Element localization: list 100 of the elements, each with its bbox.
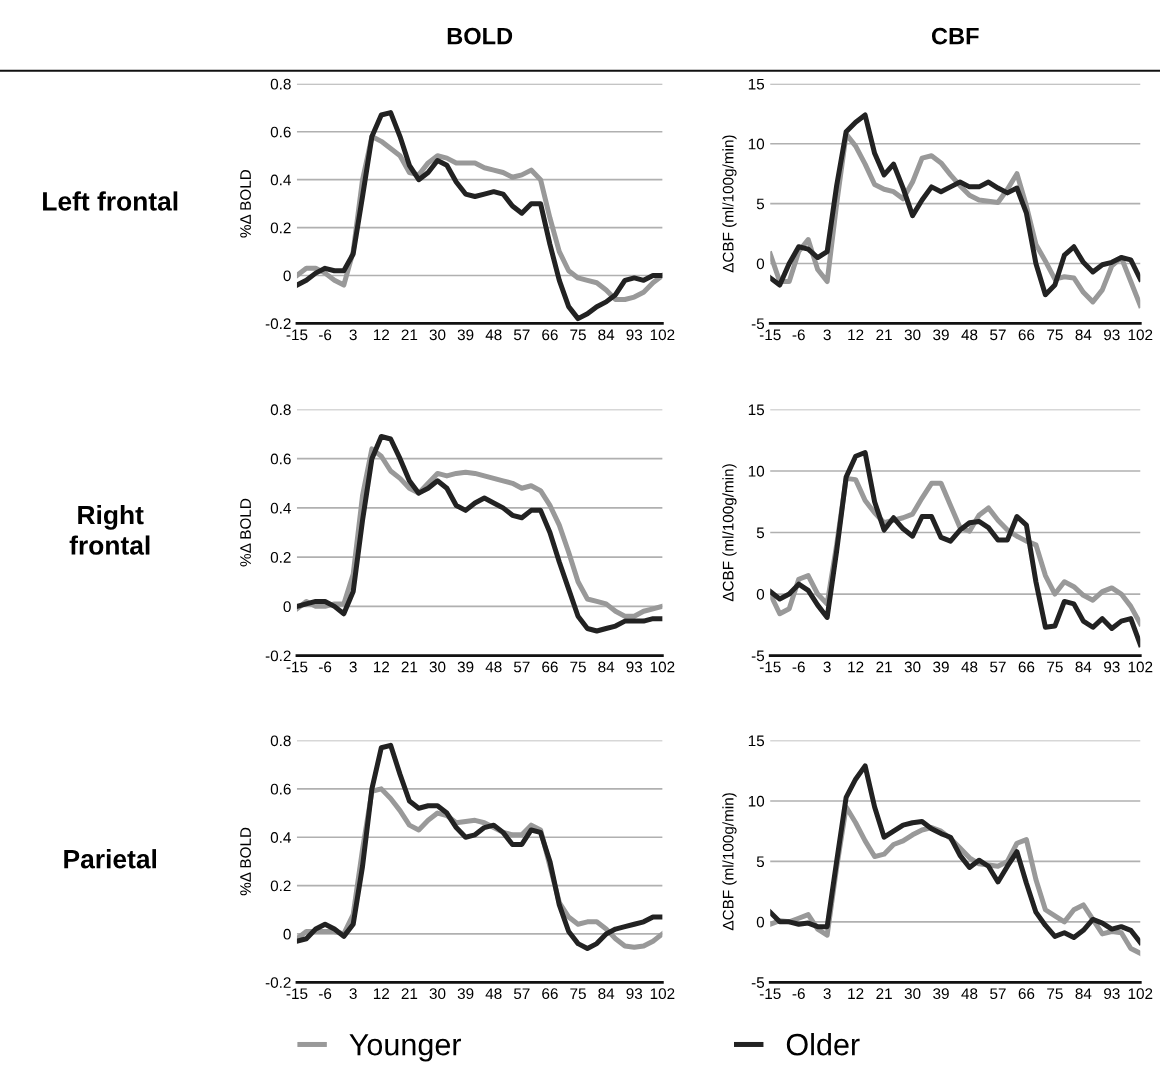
x-tick-label: 84 [1075, 988, 1092, 1000]
x-tick-label: 75 [570, 988, 586, 1000]
x-tick-label: 48 [961, 329, 978, 341]
x-tick-label: 12 [848, 988, 864, 999]
x-tick-label: 39 [933, 988, 949, 1000]
y-tick-label: -0.2 [265, 318, 291, 330]
x-tick-label: 57 [513, 988, 530, 1000]
x-tick-label: -6 [318, 661, 332, 673]
y-axis-title: %Δ BOLD [240, 498, 251, 567]
x-tick-label: -15 [759, 329, 781, 341]
y-tick-label: 0.8 [270, 78, 291, 90]
y-tick-label: 0 [283, 270, 291, 282]
x-tick-label: -15 [286, 661, 308, 673]
x-tick-label: -15 [286, 988, 308, 1000]
y-tick-label: 5 [756, 856, 765, 868]
x-tick-label: 66 [542, 329, 558, 341]
y-axis-title: %Δ BOLD [240, 169, 251, 238]
x-tick-label: 57 [990, 329, 1006, 341]
x-tick-label: 21 [876, 661, 892, 673]
x-tick-label: 75 [1047, 661, 1063, 673]
x-tick-label: 21 [401, 329, 418, 341]
y-tick-label: 0.8 [270, 735, 291, 747]
x-tick-label: 84 [598, 661, 615, 673]
x-tick-label: 66 [1018, 329, 1035, 341]
x-tick-label: 93 [1104, 329, 1120, 341]
y-axis-title: ΔCBF (ml/100g/min) [722, 135, 737, 273]
x-tick-label: 93 [626, 661, 643, 673]
legend-label: Younger [349, 1034, 462, 1062]
y-tick-label: 10 [748, 795, 765, 807]
y-tick-label: 0.4 [270, 832, 291, 843]
x-tick-label: 102 [1128, 988, 1153, 1000]
x-tick-label: 57 [513, 661, 530, 673]
x-tick-label: 3 [823, 988, 831, 1000]
x-tick-label: 3 [349, 661, 357, 673]
x-tick-label: 57 [990, 661, 1006, 673]
x-tick-label: 48 [485, 988, 502, 1000]
y-axis-title: %Δ BOLD [240, 827, 251, 896]
y-tick-label: -5 [751, 318, 765, 330]
x-tick-label: 12 [373, 661, 390, 673]
x-tick-label: 48 [961, 988, 978, 1000]
x-tick-label: 39 [457, 988, 474, 1000]
y-tick-label: 0.4 [270, 502, 291, 514]
y-tick-label: 10 [748, 138, 765, 150]
y-tick-label: 0.6 [270, 783, 291, 795]
x-tick-label: 12 [848, 661, 864, 673]
x-tick-label: 93 [1104, 661, 1120, 673]
y-tick-label: 0 [283, 928, 291, 940]
x-tick-label: -6 [792, 329, 805, 341]
y-axis-title: ΔCBF (ml/100g/min) [722, 464, 737, 602]
x-tick-label: 21 [876, 988, 892, 999]
x-tick-label: 21 [401, 988, 418, 999]
x-tick-label: -6 [792, 661, 805, 673]
x-tick-label: -6 [318, 988, 332, 1000]
y-tick-label: -0.2 [265, 650, 291, 662]
y-tick-label: 5 [756, 527, 765, 539]
x-tick-label: -15 [759, 988, 781, 1000]
x-tick-label: 102 [1128, 329, 1153, 341]
y-tick-label: 0.6 [270, 126, 291, 138]
y-tick-label: 5 [756, 198, 765, 210]
x-tick-label: 75 [570, 329, 586, 341]
y-tick-label: 0.8 [270, 404, 291, 416]
y-tick-label: -5 [751, 650, 765, 662]
x-tick-label: 3 [823, 661, 831, 673]
chart-title: BOLD [447, 27, 513, 45]
y-tick-label: 0 [283, 601, 291, 613]
y-tick-label: 0 [756, 916, 765, 928]
x-tick-label: 39 [933, 329, 949, 341]
x-tick-label: 102 [650, 329, 675, 341]
x-tick-label: 30 [429, 329, 446, 341]
y-tick-label: 0.2 [270, 552, 291, 563]
x-tick-label: 102 [650, 661, 675, 673]
x-tick-label: 84 [1075, 661, 1092, 673]
x-tick-label: 75 [570, 661, 586, 673]
x-tick-label: 39 [457, 661, 474, 673]
y-tick-label: 0.4 [270, 174, 291, 186]
x-tick-label: 21 [876, 329, 892, 341]
y-tick-label: 0.6 [270, 453, 291, 465]
x-tick-label: 66 [1018, 988, 1035, 1000]
x-tick-label: 57 [990, 988, 1006, 1000]
x-tick-label: 66 [542, 988, 558, 1000]
x-tick-label: 30 [904, 988, 921, 1000]
legend-label: Older [786, 1033, 860, 1056]
x-tick-label: 75 [1047, 329, 1063, 341]
x-tick-label: 30 [904, 329, 921, 341]
chart-title: CBF [931, 27, 979, 45]
x-tick-label: 93 [1104, 988, 1120, 1000]
x-tick-label: -15 [286, 329, 308, 341]
x-tick-label: 84 [598, 988, 615, 1000]
y-axis-title: ΔCBF (ml/100g/min) [722, 793, 737, 931]
x-tick-label: -15 [759, 661, 781, 673]
y-tick-label: 10 [748, 465, 765, 477]
y-tick-label: 0 [756, 588, 765, 600]
y-tick-label: -5 [751, 977, 765, 988]
y-tick-label: -0.2 [265, 977, 291, 988]
y-tick-label: 0.2 [270, 880, 291, 892]
x-tick-label: 75 [1047, 988, 1063, 1000]
text: Right frontal [69, 505, 150, 555]
x-tick-label: 21 [401, 661, 418, 673]
x-tick-label: 93 [626, 329, 643, 341]
y-tick-label: 15 [748, 404, 765, 416]
